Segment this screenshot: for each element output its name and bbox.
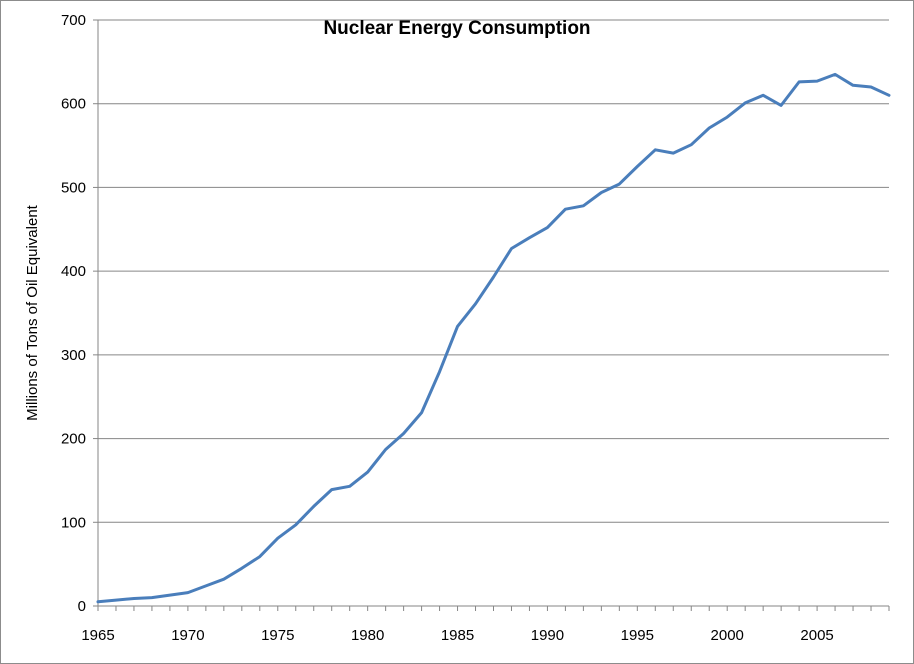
data-point-1994 — [617, 182, 622, 187]
data-point-1973 — [239, 566, 244, 571]
data-point-1984 — [437, 369, 442, 374]
series-line — [96, 72, 891, 604]
data-point-1983 — [419, 410, 424, 415]
data-point-1985 — [455, 324, 460, 329]
x-tick-label: 1995 — [621, 627, 654, 644]
data-point-1980 — [365, 470, 370, 475]
x-tick-label: 1975 — [261, 627, 294, 644]
x-tick-label: 1970 — [171, 627, 204, 644]
data-point-1979 — [347, 484, 352, 489]
x-tick-label: 2005 — [800, 627, 833, 644]
data-point-2009 — [887, 93, 892, 98]
data-point-2006 — [833, 72, 838, 77]
y-tick-label: 700 — [61, 12, 86, 29]
y-tick-label: 600 — [61, 96, 86, 113]
data-point-1971 — [203, 583, 208, 588]
data-point-2004 — [797, 79, 802, 84]
data-point-2001 — [743, 100, 748, 105]
data-point-1975 — [275, 536, 280, 541]
data-point-2007 — [851, 83, 856, 88]
data-point-1966 — [113, 598, 118, 603]
data-point-1998 — [689, 142, 694, 147]
y-tick-label: 400 — [61, 263, 86, 280]
chart-title: Nuclear Energy Consumption — [323, 18, 590, 39]
data-point-1987 — [491, 275, 496, 280]
data-point-1974 — [257, 554, 262, 559]
data-point-1986 — [473, 301, 478, 306]
data-point-2000 — [725, 115, 730, 120]
data-point-1981 — [383, 447, 388, 452]
data-point-1991 — [563, 207, 568, 212]
data-point-1965 — [96, 599, 101, 604]
data-point-2002 — [761, 93, 766, 98]
y-tick-label: 0 — [78, 598, 86, 615]
data-point-1995 — [635, 164, 640, 169]
series-layer — [96, 72, 892, 604]
data-point-1989 — [527, 235, 532, 240]
data-point-2003 — [779, 103, 784, 108]
data-point-1976 — [293, 522, 298, 527]
tick-labels: 0 100 200 300 400 500 600 700 1965 1970 1975 1980 19… — [61, 12, 834, 644]
y-tick-label: 100 — [61, 514, 86, 531]
y-tick-label: 500 — [61, 179, 86, 196]
data-point-1969 — [167, 593, 172, 598]
data-point-1993 — [599, 190, 604, 195]
data-point-2005 — [815, 79, 820, 84]
data-point-1996 — [653, 147, 658, 152]
data-point-1967 — [131, 596, 136, 601]
x-tick-label: 1985 — [441, 627, 474, 644]
data-point-1970 — [185, 590, 190, 595]
axes — [93, 19, 890, 611]
x-tick-label: 1980 — [351, 627, 384, 644]
gridlines — [98, 19, 889, 523]
data-point-2008 — [869, 84, 874, 89]
x-tick-label: 2000 — [711, 627, 744, 644]
x-tick-label: 1965 — [81, 627, 114, 644]
data-point-1968 — [149, 595, 154, 600]
y-tick-label: 300 — [61, 347, 86, 364]
data-point-1972 — [221, 577, 226, 582]
y-axis-title: Millions of Tons of Oil Equivalent — [24, 204, 41, 420]
data-point-1988 — [509, 246, 514, 251]
data-point-1977 — [311, 504, 316, 509]
y-tick-label: 200 — [61, 431, 86, 448]
data-point-1992 — [581, 203, 586, 208]
data-point-1990 — [545, 225, 550, 230]
data-point-1999 — [707, 125, 712, 130]
data-point-1978 — [329, 487, 334, 492]
data-point-1997 — [671, 151, 676, 156]
x-tick-label: 1990 — [531, 627, 564, 644]
data-point-1982 — [401, 431, 406, 436]
